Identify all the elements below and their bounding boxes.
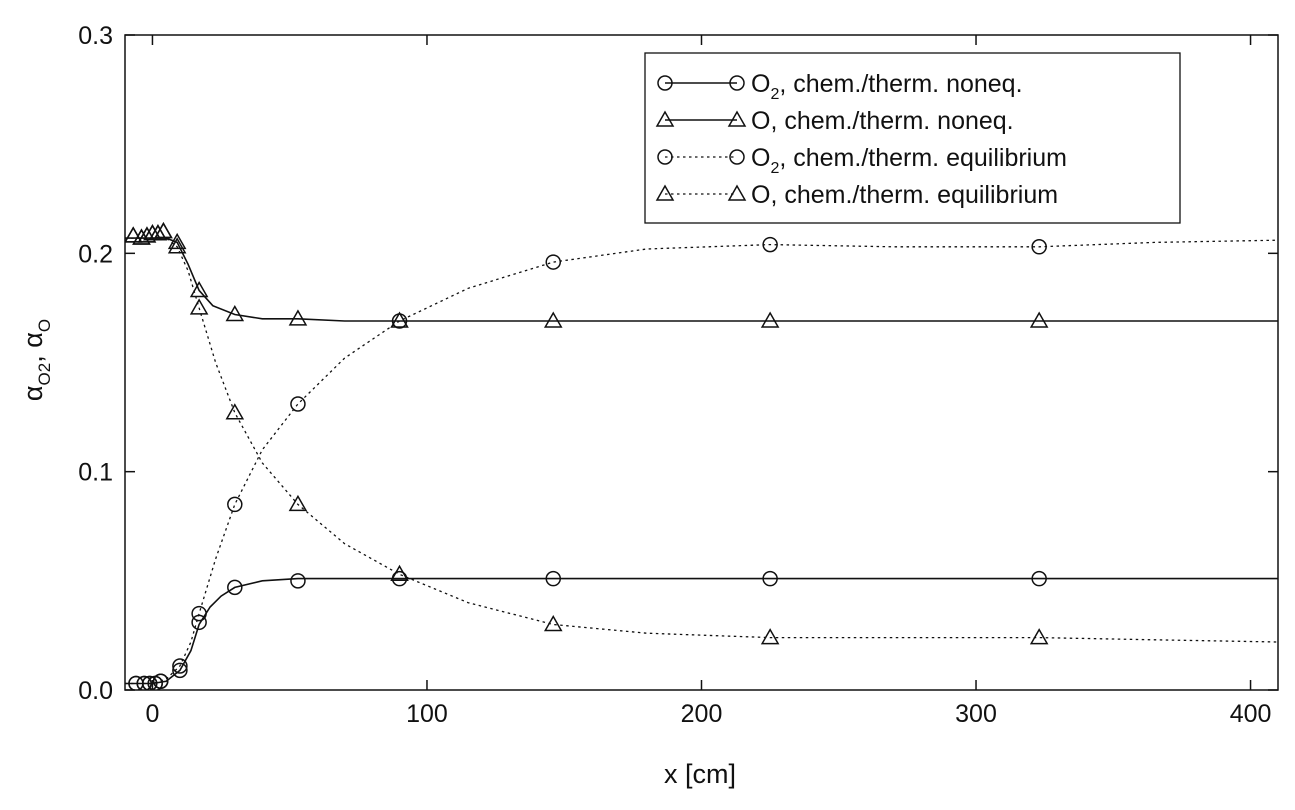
legend-label-prefix: O (751, 144, 770, 172)
series-4-point-1 (125, 226, 143, 243)
y-label-alpha-2: α (18, 332, 48, 348)
series-4-point-11 (390, 564, 409, 582)
series-group (125, 221, 1278, 690)
y-label-sub-1: O2 (35, 363, 54, 386)
series-3-point-2 (136, 675, 152, 690)
series-2-point-9 (225, 304, 245, 322)
series-line-1 (125, 577, 1278, 685)
series-4-point-12 (543, 614, 563, 632)
x-tick-label: 100 (406, 700, 448, 728)
legend: O2, chem./therm. noneq.O, chem./therm. n… (644, 52, 1181, 224)
legend-marker-start-1 (657, 75, 673, 91)
legend-marker-start-3 (657, 149, 673, 165)
plot-area (125, 221, 1278, 690)
axes: 0 100 200 300 400 0.0 0.1 0.2 0.3 (78, 22, 1279, 728)
legend-label-2: O, chem./therm. noneq. (751, 107, 1014, 135)
legend-label-subscript: 2 (770, 160, 779, 177)
series-1-point-7 (191, 614, 207, 631)
series-4-point-10 (288, 494, 308, 512)
series-3-point-7 (191, 605, 207, 622)
series-2-point-7 (167, 232, 187, 250)
series-4-point-7 (167, 237, 187, 254)
series-3-point-9 (290, 396, 306, 412)
legend-marker-start-2 (655, 110, 675, 127)
series-line-3 (125, 239, 1278, 685)
y-axis-label: αO2, αO (18, 319, 54, 401)
legend-marker-end-1 (729, 75, 745, 91)
y-tick-label: 0.1 (78, 459, 113, 487)
series-1-point-8 (227, 579, 243, 596)
series-4-point-8 (189, 298, 209, 315)
legend-label-4: O, chem./therm. equilibrium (751, 181, 1058, 209)
series-3-point-13 (1031, 239, 1047, 255)
series-3-point-6 (172, 658, 188, 674)
series-2-point-10 (288, 309, 308, 326)
legend-marker-start-4 (655, 184, 675, 201)
legend-marker-end-2 (727, 110, 747, 127)
series-2-point-12 (543, 311, 563, 328)
series-1-point-13 (1031, 570, 1047, 587)
y-label-separator: , (18, 348, 48, 363)
x-tick-label: 0 (145, 700, 159, 728)
y-label-sub-2: O (35, 319, 54, 332)
legend-label-prefix: O (751, 107, 770, 135)
y-tick-label: 0.2 (78, 240, 113, 268)
legend-label-3: O2, chem./therm. equilibrium (751, 144, 1067, 177)
series-line-2 (125, 237, 1278, 322)
legend-box (644, 52, 1181, 224)
series-2-point-13 (760, 311, 780, 328)
legend-label-subscript: 2 (770, 86, 779, 103)
y-tick-label: 0.0 (78, 677, 113, 705)
series-2-point-8 (189, 280, 209, 298)
x-tick-label: 200 (681, 700, 723, 728)
legend-label-rest: , chem./therm. noneq. (779, 70, 1022, 98)
series-2-point-11 (390, 311, 409, 328)
series-3-point-11 (545, 254, 562, 270)
series-3-point-10 (391, 313, 408, 329)
series-4-point-13 (760, 628, 780, 645)
legend-label-prefix: O (751, 181, 770, 209)
series-3-point-12 (762, 236, 778, 253)
series-4-point-6 (154, 221, 173, 239)
series-4-point-5 (148, 224, 168, 241)
legend-label-rest: , chem./therm. equilibrium (779, 144, 1067, 172)
series-4-point-3 (137, 226, 157, 243)
series-3-point-3 (141, 675, 158, 690)
legend-label-rest: , chem./therm. noneq. (770, 107, 1013, 135)
series-3-point-5 (152, 673, 169, 690)
y-tick-label: 0.3 (78, 22, 113, 50)
legend-marker-end-4 (727, 184, 747, 201)
legend-marker-end-3 (729, 149, 745, 165)
legend-label-1: O2, chem./therm. noneq. (751, 70, 1023, 103)
series-1-point-9 (290, 573, 306, 589)
legend-label-rest: , chem./therm. equilibrium (770, 181, 1058, 209)
legend-label-prefix: O (751, 70, 770, 98)
series-line-4 (125, 237, 1278, 643)
y-label-alpha-1: α (18, 385, 48, 401)
x-tick-label: 400 (1230, 700, 1272, 728)
series-4-point-9 (225, 403, 245, 420)
series-3-point-8 (227, 496, 243, 513)
series-1-point-6 (172, 662, 188, 679)
x-axis-label: x [cm] (664, 759, 736, 789)
series-4-point-14 (1029, 628, 1049, 645)
series-1-point-11 (545, 570, 562, 587)
series-2-point-14 (1029, 311, 1049, 328)
series-1-point-12 (762, 570, 778, 587)
x-tick-label: 300 (955, 700, 997, 728)
